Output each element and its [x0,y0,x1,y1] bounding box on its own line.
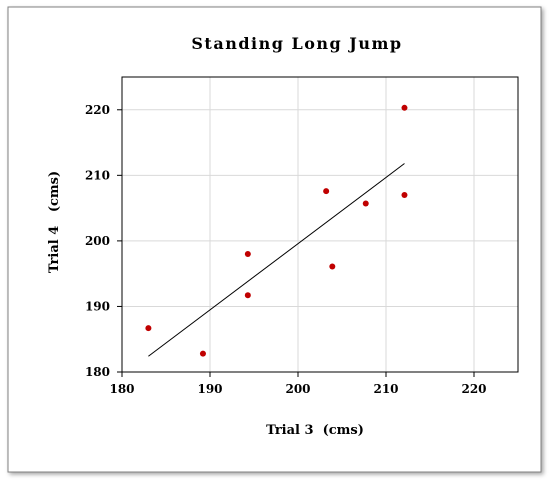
chart-title: Standing Long Jump [191,34,402,53]
y-tick-label: 190 [85,299,110,313]
x-tick-label: 200 [285,382,310,396]
data-point [244,292,251,299]
data-point [329,263,336,270]
y-tick-label: 210 [85,168,110,182]
data-points [145,104,408,357]
data-point [401,104,408,111]
data-point [199,350,206,357]
y-tick-label: 180 [85,365,110,379]
x-axis-ticks: 180 190 200 210 220 [109,372,487,396]
data-point [244,251,251,257]
x-tick-label: 220 [461,382,486,396]
x-tick-label: 180 [109,382,134,396]
y-tick-label: 200 [85,234,110,248]
x-tick-label: 210 [373,382,398,396]
grid-lines [122,77,518,372]
data-point [145,325,152,332]
data-point [323,188,330,195]
data-point [401,192,408,198]
trendline [148,163,405,357]
x-tick-label: 190 [197,382,222,396]
plot-border [121,76,519,373]
plot-area [122,77,518,372]
y-tick-label: 220 [85,103,110,117]
data-point [362,200,369,207]
x-axis-label: Trial 3 (cms) [266,423,364,438]
y-axis-ticks: 180 190 200 210 220 [85,103,122,379]
y-axis-label: Trial 4 (cms) [47,171,62,273]
